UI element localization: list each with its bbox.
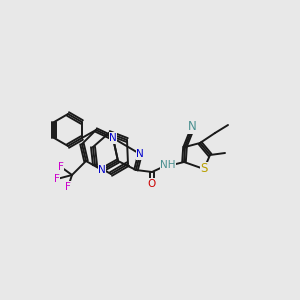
Text: F: F: [58, 162, 64, 172]
Text: F: F: [65, 182, 71, 192]
Text: N: N: [136, 149, 144, 159]
Text: S: S: [200, 163, 208, 176]
Text: N: N: [188, 121, 196, 134]
Text: O: O: [148, 179, 156, 189]
Text: NH: NH: [160, 160, 176, 170]
Text: F: F: [54, 174, 60, 184]
Text: N: N: [109, 133, 117, 143]
Text: N: N: [98, 165, 106, 175]
